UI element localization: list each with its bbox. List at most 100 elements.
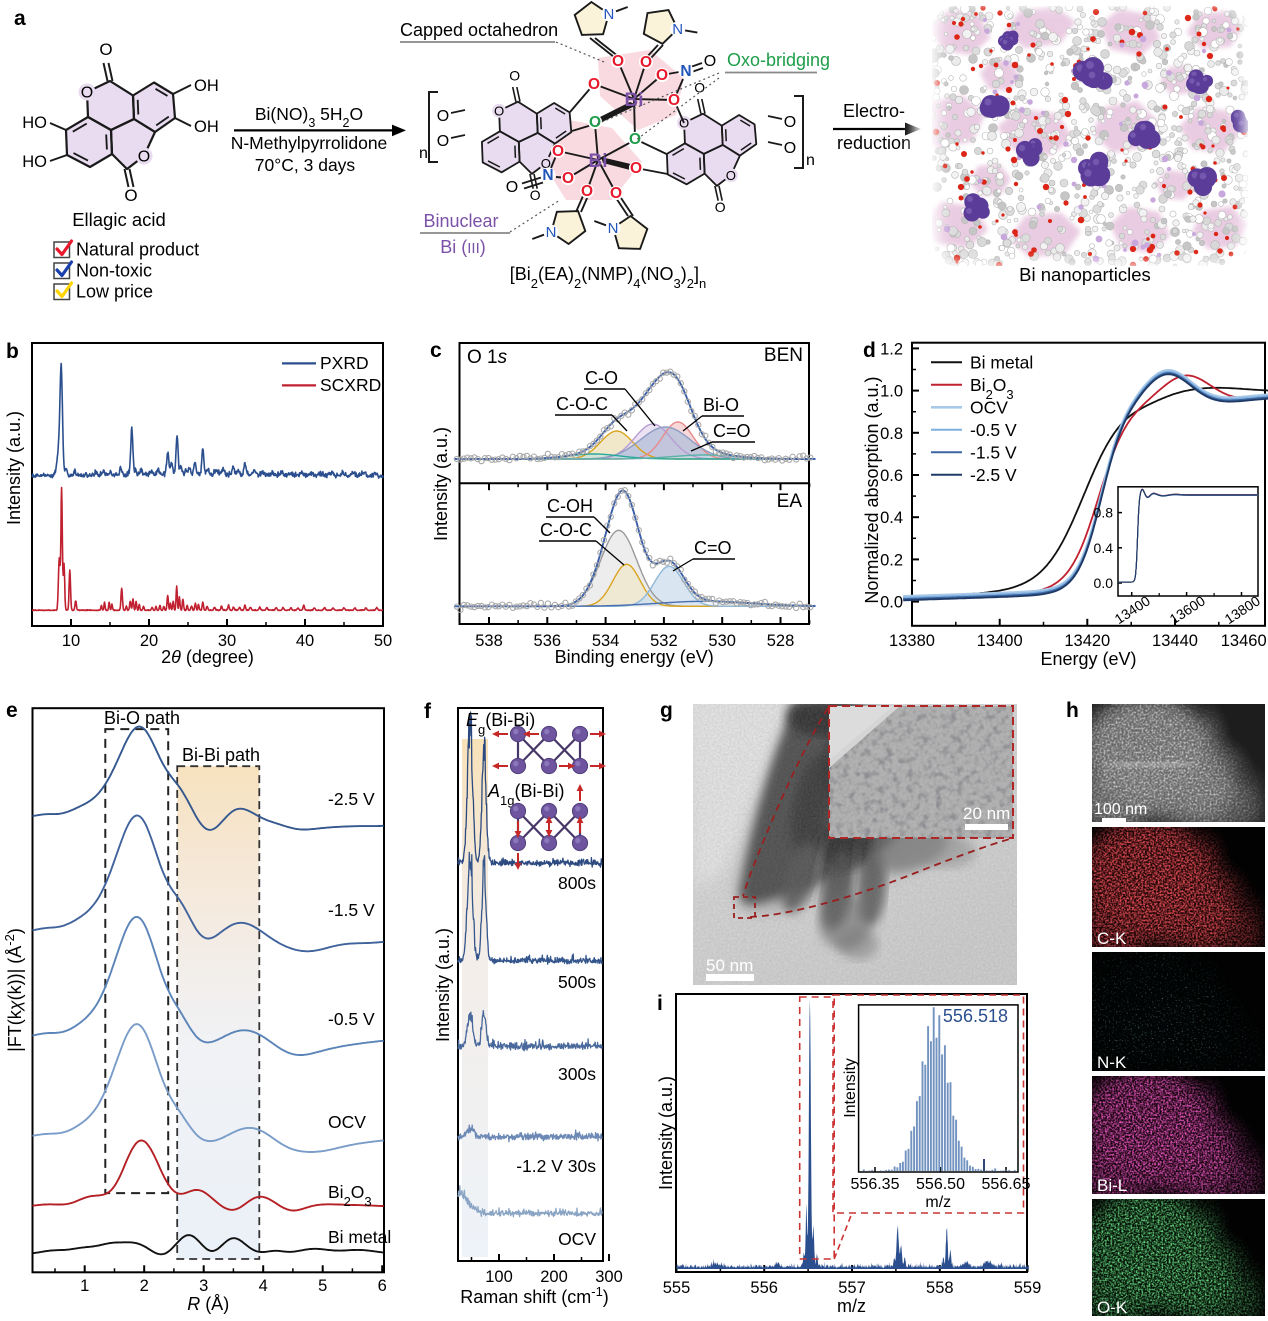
svg-text:O: O xyxy=(552,143,564,160)
svg-text:Electro-: Electro- xyxy=(843,101,905,121)
svg-text:N: N xyxy=(542,167,553,184)
svg-text:O: O xyxy=(656,67,668,84)
svg-text:534: 534 xyxy=(592,632,620,650)
svg-text:Intensity (a.u.): Intensity (a.u.) xyxy=(433,928,453,1042)
svg-text:OH: OH xyxy=(194,118,219,136)
svg-text:d: d xyxy=(863,339,876,362)
svg-text:n: n xyxy=(419,145,428,162)
svg-text:-1.5 V: -1.5 V xyxy=(970,442,1017,462)
svg-text:4: 4 xyxy=(259,1277,268,1295)
svg-text:Ellagic acid: Ellagic acid xyxy=(72,209,166,230)
svg-text:556.35: 556.35 xyxy=(851,1176,900,1193)
svg-text:C-O-C: C-O-C xyxy=(556,394,608,414)
svg-text:O: O xyxy=(668,92,680,109)
svg-text:Normalized absorption (a.u.): Normalized absorption (a.u.) xyxy=(862,376,882,603)
svg-text:0.4: 0.4 xyxy=(880,509,903,527)
svg-text:Intensity: Intensity xyxy=(842,1058,859,1118)
svg-text:Non-toxic: Non-toxic xyxy=(76,261,152,281)
svg-text:6: 6 xyxy=(378,1277,387,1295)
svg-text:2: 2 xyxy=(140,1277,149,1295)
svg-text:h: h xyxy=(1066,699,1079,722)
svg-text:556: 556 xyxy=(750,1279,778,1297)
svg-text:0.8: 0.8 xyxy=(1094,505,1114,521)
svg-text:556.65: 556.65 xyxy=(982,1176,1031,1193)
svg-text:555: 555 xyxy=(663,1279,691,1297)
svg-text:20: 20 xyxy=(140,632,158,650)
svg-text:O: O xyxy=(437,133,449,150)
svg-text:O: O xyxy=(494,103,504,118)
svg-text:Bi-L: Bi-L xyxy=(1097,1176,1127,1195)
svg-text:-2.5 V: -2.5 V xyxy=(970,465,1017,485)
svg-text:m/z: m/z xyxy=(837,1296,866,1316)
svg-text:O: O xyxy=(138,149,150,166)
svg-text:10: 10 xyxy=(62,632,80,650)
svg-text:Raman shift (cm-1): Raman shift (cm-1) xyxy=(460,1284,609,1308)
svg-text:13380: 13380 xyxy=(889,632,935,650)
svg-text:0.4: 0.4 xyxy=(1094,540,1114,556)
svg-text:Bi-O path: Bi-O path xyxy=(104,708,180,728)
svg-text:1: 1 xyxy=(80,1277,89,1295)
svg-text:n: n xyxy=(806,152,815,169)
svg-text:0.6: 0.6 xyxy=(880,467,903,485)
svg-text:C=O: C=O xyxy=(694,538,732,558)
svg-text:557: 557 xyxy=(838,1279,866,1297)
svg-text:536: 536 xyxy=(534,632,562,650)
svg-text:538: 538 xyxy=(475,632,503,650)
svg-text:N: N xyxy=(608,220,619,237)
svg-text:N: N xyxy=(680,63,691,80)
svg-text:EA: EA xyxy=(777,491,803,512)
svg-text:Binding energy (eV): Binding energy (eV) xyxy=(555,647,714,667)
svg-text:Bi-O: Bi-O xyxy=(703,395,739,415)
svg-text:Bi (III): Bi (III) xyxy=(440,237,486,257)
svg-text:Low price: Low price xyxy=(76,282,153,302)
svg-text:2θ (degree): 2θ (degree) xyxy=(161,647,254,667)
svg-text:Intensity (a.u.): Intensity (a.u.) xyxy=(656,1076,676,1190)
svg-text:C-OH: C-OH xyxy=(547,496,593,516)
svg-text:N: N xyxy=(603,6,614,23)
svg-text:N-K: N-K xyxy=(1097,1053,1127,1072)
svg-text:O: O xyxy=(506,179,518,196)
svg-text:O: O xyxy=(610,185,622,202)
svg-text:O: O xyxy=(630,160,642,177)
svg-text:SCXRD: SCXRD xyxy=(320,375,381,395)
svg-text:e: e xyxy=(6,699,18,722)
svg-text:30: 30 xyxy=(218,632,236,650)
svg-text:Bi metal: Bi metal xyxy=(970,352,1033,372)
svg-text:b: b xyxy=(6,340,19,363)
svg-text:50: 50 xyxy=(374,632,392,650)
svg-text:528: 528 xyxy=(767,632,795,650)
svg-text:OCV: OCV xyxy=(558,1229,596,1249)
svg-text:OH: OH xyxy=(194,77,219,95)
svg-text:500s: 500s xyxy=(558,972,596,992)
svg-text:C-K: C-K xyxy=(1097,929,1127,948)
svg-text:OCV: OCV xyxy=(328,1112,366,1132)
svg-text:-0.5 V: -0.5 V xyxy=(970,420,1017,440)
svg-text:Bi nanoparticles: Bi nanoparticles xyxy=(1019,264,1151,285)
svg-text:|FT(kχ(k))| (Å-2): |FT(kχ(k))| (Å-2) xyxy=(2,928,26,1052)
svg-text:13460: 13460 xyxy=(1221,632,1267,650)
svg-text:O: O xyxy=(629,131,641,148)
svg-text:0.8: 0.8 xyxy=(880,425,903,443)
svg-text:g: g xyxy=(660,699,673,722)
svg-text:O: O xyxy=(589,114,601,131)
svg-text:O: O xyxy=(530,187,541,203)
svg-text:0.0: 0.0 xyxy=(1094,575,1114,591)
svg-text:Bi metal: Bi metal xyxy=(328,1227,391,1247)
svg-text:O 1s: O 1s xyxy=(467,347,508,368)
svg-text:-2.5 V: -2.5 V xyxy=(328,789,375,809)
svg-text:HO: HO xyxy=(22,114,47,132)
svg-text:5: 5 xyxy=(318,1277,327,1295)
svg-text:f: f xyxy=(424,700,432,723)
svg-text:O: O xyxy=(694,79,705,95)
svg-text:556.518: 556.518 xyxy=(943,1006,1008,1026)
svg-text:Bi: Bi xyxy=(589,151,608,172)
svg-text:c: c xyxy=(430,339,442,362)
svg-text:C-O-C: C-O-C xyxy=(540,520,592,540)
svg-text:m/z: m/z xyxy=(925,1194,951,1211)
svg-text:40: 40 xyxy=(296,632,314,650)
svg-text:20 nm: 20 nm xyxy=(963,804,1010,823)
svg-text:100 nm: 100 nm xyxy=(1094,801,1147,818)
svg-text:532: 532 xyxy=(650,632,678,650)
svg-text:O: O xyxy=(99,40,112,59)
svg-text:HO: HO xyxy=(22,153,47,171)
